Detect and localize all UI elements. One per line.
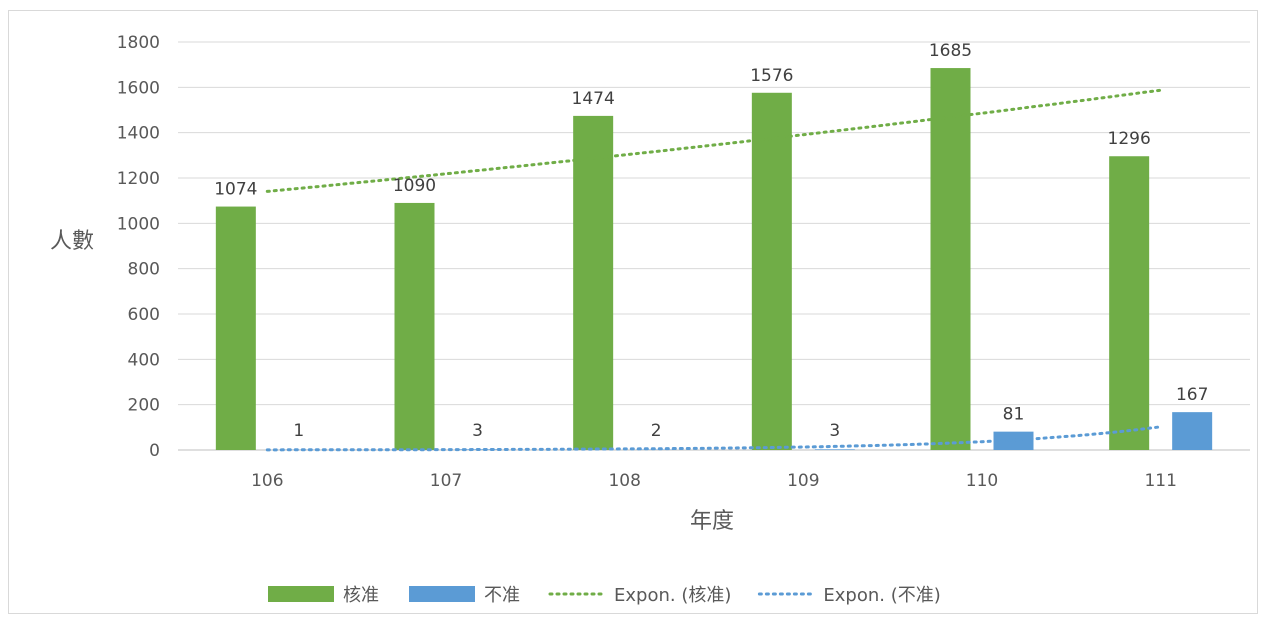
x-tick-label: 106 (251, 471, 283, 491)
bar-核准-107 (394, 202, 435, 450)
legend-label: 不准 (484, 585, 520, 606)
trendline (265, 88, 1163, 193)
data-label: 1090 (393, 176, 436, 196)
data-labels: 1074 1090 1474 1576 1685 1296 1 3 2 3 81 167 (214, 41, 1208, 441)
y-tick-label: 600 (128, 305, 160, 325)
bar-不准-109 (814, 449, 855, 450)
y-tick-label: 1800 (117, 33, 160, 53)
bar-核准-106 (215, 206, 256, 450)
x-tick-label: 111 (1144, 471, 1176, 491)
data-label: 1296 (1108, 129, 1151, 149)
data-label: 1 (293, 421, 304, 441)
bar-不准-111 (1172, 412, 1213, 450)
bar-核准-110 (930, 68, 971, 451)
x-axis-ticks: 106 107 108 109 110 111 (251, 471, 1177, 491)
bar-核准-109 (751, 92, 792, 451)
trendline (265, 425, 1163, 452)
legend-swatch (409, 586, 475, 602)
data-label: 1474 (572, 89, 615, 109)
y-tick-label: 1600 (117, 78, 160, 98)
data-label: 1576 (750, 66, 793, 86)
legend-label: Expon. (核准) (614, 585, 731, 606)
x-tick-label: 110 (966, 471, 998, 491)
gridlines (178, 41, 1250, 451)
y-tick-label: 1400 (117, 124, 160, 144)
data-label: 81 (1003, 405, 1025, 425)
y-axis-ticks: 0 200 400 600 800 1000 1200 1400 1600 1800 (117, 33, 160, 461)
trendlines (265, 88, 1163, 452)
x-axis-title: 年度 (690, 509, 734, 534)
legend: 核准 不准 Expon. (核准) Expon. (不准) (268, 585, 941, 606)
bar-不准-110 (993, 431, 1034, 450)
x-tick-label: 109 (787, 471, 819, 491)
x-tick-label: 108 (608, 471, 640, 491)
data-label: 167 (1176, 385, 1208, 405)
data-label: 3 (472, 421, 483, 441)
x-tick-label: 107 (430, 471, 462, 491)
bars (215, 68, 1213, 451)
legend-label: 核准 (343, 585, 379, 606)
y-axis-title: 人數 (50, 229, 94, 254)
y-tick-label: 200 (128, 396, 160, 416)
y-tick-label: 400 (128, 350, 160, 370)
data-label: 1685 (929, 41, 972, 61)
data-label: 1074 (214, 180, 257, 200)
y-tick-label: 800 (128, 260, 160, 280)
bar-核准-108 (573, 115, 614, 450)
y-tick-label: 1000 (117, 214, 160, 234)
data-label: 2 (651, 421, 662, 441)
y-tick-label: 1200 (117, 169, 160, 189)
data-label: 3 (829, 421, 840, 441)
legend-label: Expon. (不准) (823, 585, 940, 606)
bar-核准-111 (1109, 156, 1150, 451)
y-tick-label: 0 (149, 441, 160, 461)
legend-swatch (268, 586, 334, 602)
